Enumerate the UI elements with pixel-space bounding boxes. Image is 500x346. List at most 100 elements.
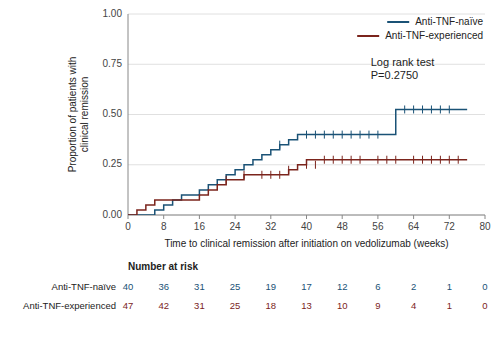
censor-mark — [449, 105, 450, 113]
x-tick-label: 64 — [408, 221, 420, 232]
legend-label: Anti-TNF-experienced — [385, 30, 483, 41]
legend-swatch — [387, 21, 409, 23]
y-tick-label: 1.00 — [103, 8, 123, 19]
censor-mark — [333, 131, 334, 139]
y-tick-label: 0.00 — [103, 209, 123, 220]
text-line: Proportion of patients with — [67, 57, 78, 173]
x-tick-label: 0 — [125, 221, 131, 232]
censor-mark — [395, 156, 396, 164]
x-tick — [199, 215, 200, 219]
risk-number: 13 — [301, 300, 312, 311]
censor-mark — [279, 141, 280, 149]
y-tick-label: 0.75 — [103, 58, 123, 69]
censor-mark — [315, 161, 316, 169]
censor-mark — [306, 131, 307, 139]
y-tick-label: 0.50 — [103, 108, 123, 119]
risk-row-label: Anti-TNF-experienced — [23, 300, 116, 311]
risk-row-label: Anti-TNF-naïve — [44, 281, 116, 292]
y-tick-label: 0.25 — [103, 158, 123, 169]
censor-mark — [422, 105, 423, 113]
censor-mark — [351, 156, 352, 164]
y-axis-line — [128, 14, 129, 215]
x-tick-label: 40 — [301, 221, 313, 232]
grid-line — [128, 114, 485, 115]
risk-number: 2 — [411, 281, 416, 292]
censor-mark — [324, 131, 325, 139]
censor-mark — [351, 131, 352, 139]
x-tick — [128, 215, 129, 219]
censor-mark — [440, 105, 441, 113]
risk-number: 18 — [266, 300, 277, 311]
censor-mark — [306, 161, 307, 169]
legend-swatch — [357, 35, 379, 37]
text-line: Log rank test — [371, 56, 435, 68]
x-axis-label: Time to clinical remission after initiat… — [164, 238, 448, 249]
text-line: clinical remission — [79, 77, 90, 153]
risk-number: 36 — [158, 281, 169, 292]
risk-number: 9 — [375, 300, 380, 311]
censor-mark — [342, 156, 343, 164]
risk-number: 0 — [482, 300, 487, 311]
risk-number: 25 — [230, 300, 241, 311]
x-tick — [235, 215, 236, 219]
legend: Anti-TNF-naïve Anti-TNF-experienced — [357, 16, 483, 41]
x-tick-label: 80 — [479, 221, 491, 232]
x-tick — [270, 215, 271, 219]
annotation: Log rank testP=0.2750 — [371, 56, 435, 81]
x-tick-label: 32 — [265, 221, 277, 232]
x-tick — [413, 215, 414, 219]
risk-number: 1 — [447, 300, 452, 311]
risk-table-title: Number at risk — [128, 261, 198, 272]
censor-mark — [431, 156, 432, 164]
legend-label: Anti-TNF-naïve — [415, 16, 483, 27]
censor-mark — [431, 105, 432, 113]
censor-mark — [261, 171, 262, 179]
chart: 0.000.250.500.751.0008162432404856647280… — [0, 0, 500, 346]
censor-mark — [377, 156, 378, 164]
censor-mark — [458, 156, 459, 164]
risk-number: 42 — [158, 300, 169, 311]
risk-number: 10 — [337, 300, 348, 311]
risk-number: 6 — [375, 281, 380, 292]
x-tick — [449, 215, 450, 219]
censor-mark — [244, 171, 245, 179]
x-tick-label: 8 — [161, 221, 167, 232]
x-tick — [485, 215, 486, 219]
censor-mark — [440, 156, 441, 164]
risk-number: 4 — [411, 300, 416, 311]
censor-mark — [413, 156, 414, 164]
risk-number: 19 — [266, 281, 277, 292]
risk-number: 25 — [230, 281, 241, 292]
x-tick — [342, 215, 343, 219]
step-line — [128, 109, 467, 215]
censor-mark — [288, 166, 289, 174]
y-axis-label: Proportion of patients withclinical remi… — [67, 57, 90, 173]
censor-mark — [333, 156, 334, 164]
censor-mark — [226, 176, 227, 184]
censor-mark — [342, 131, 343, 139]
censor-mark — [377, 131, 378, 139]
grid — [128, 14, 485, 215]
x-tick-label: 56 — [372, 221, 384, 232]
censor-mark — [404, 105, 405, 113]
risk-number: 12 — [337, 281, 348, 292]
x-tick — [306, 215, 307, 219]
censor-mark — [270, 171, 271, 179]
risk-number: 47 — [123, 300, 134, 311]
x-tick-label: 72 — [444, 221, 456, 232]
x-tick-label: 48 — [337, 221, 349, 232]
risk-number: 40 — [123, 281, 134, 292]
x-tick-label: 24 — [230, 221, 242, 232]
plot-area — [128, 105, 467, 215]
risk-number: 31 — [194, 281, 205, 292]
x-tick — [163, 215, 164, 219]
censor-mark — [368, 131, 369, 139]
x-tick-label: 16 — [194, 221, 206, 232]
risk-number: 1 — [447, 281, 452, 292]
censor-mark — [413, 105, 414, 113]
risk-table: Number at risk Anti-TNF-naïve40363125191… — [23, 261, 488, 311]
risk-number: 31 — [194, 300, 205, 311]
censor-mark — [315, 131, 316, 139]
censor-mark — [386, 156, 387, 164]
censor-mark — [422, 156, 423, 164]
